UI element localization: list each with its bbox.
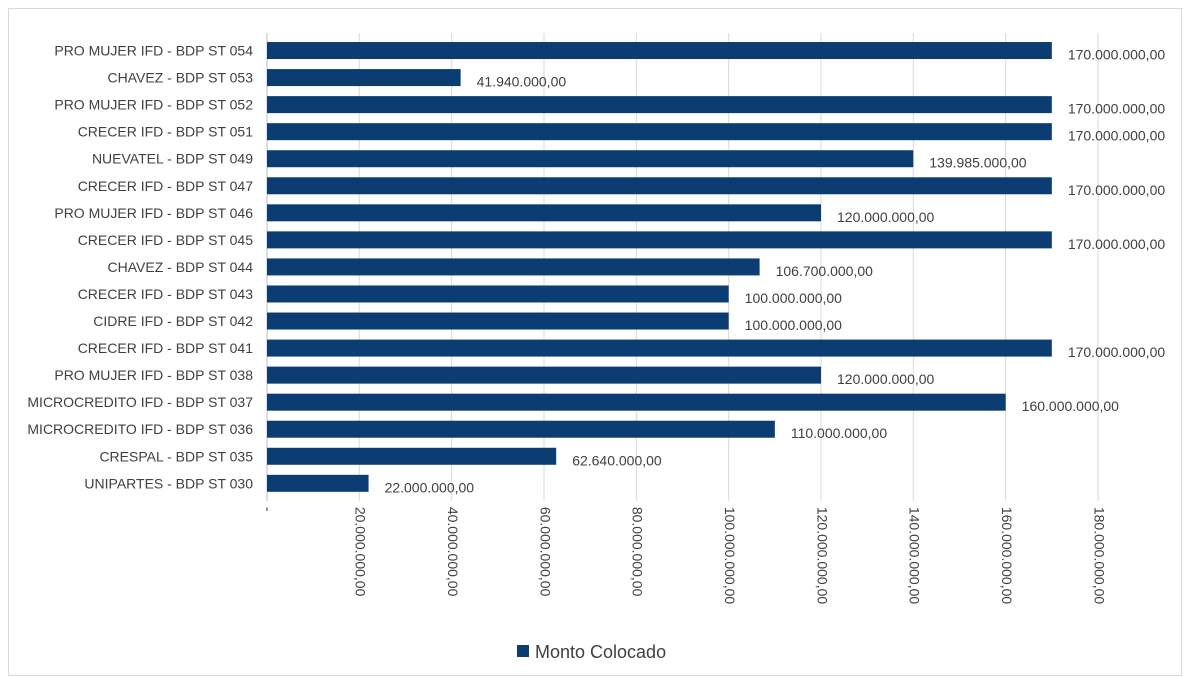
bar bbox=[267, 285, 729, 303]
data-label: 139.985.000,00 bbox=[929, 155, 1027, 171]
data-label: 120.000.000,00 bbox=[837, 209, 935, 225]
category-label: CRECER IFD - BDP ST 041 bbox=[78, 340, 254, 356]
bar bbox=[267, 96, 1052, 114]
category-label: PRO MUJER IFD - BDP ST 052 bbox=[54, 97, 253, 113]
data-label: 106.700.000,00 bbox=[776, 263, 874, 279]
bar bbox=[267, 447, 557, 465]
category-label: CRECER IFD - BDP ST 043 bbox=[78, 286, 254, 302]
category-label: PRO MUJER IFD - BDP ST 038 bbox=[54, 367, 253, 383]
data-label: 160.000.000,00 bbox=[1022, 398, 1120, 414]
tick-label: 40.000.000,00 bbox=[445, 507, 461, 597]
bar bbox=[267, 474, 369, 492]
data-label: 110.000.000,00 bbox=[791, 425, 887, 441]
category-label: MICROCREDITO IFD - BDP ST 036 bbox=[27, 421, 253, 437]
tick-label: 20.000.000,00 bbox=[353, 507, 369, 597]
bar bbox=[267, 231, 1052, 249]
tick-label: 60.000.000,00 bbox=[537, 507, 553, 597]
category-label: MICROCREDITO IFD - BDP ST 037 bbox=[27, 394, 253, 410]
tick-label: 80.000.000,00 bbox=[630, 507, 646, 597]
bar bbox=[267, 204, 821, 222]
data-label: 100.000.000,00 bbox=[745, 290, 843, 306]
bar bbox=[267, 312, 729, 330]
legend-swatch bbox=[517, 645, 529, 657]
tick-label: 160.000.000,00 bbox=[999, 507, 1015, 605]
bar bbox=[267, 420, 775, 438]
tick-label: 100.000.000,00 bbox=[722, 507, 738, 605]
data-label: 120.000.000,00 bbox=[837, 371, 935, 387]
data-label: 170.000.000,00 bbox=[1068, 47, 1166, 63]
bar bbox=[267, 393, 1006, 411]
category-label: PRO MUJER IFD - BDP ST 054 bbox=[54, 43, 253, 59]
tick-label: - bbox=[260, 507, 276, 512]
category-label: UNIPARTES - BDP ST 030 bbox=[84, 475, 253, 491]
bar bbox=[267, 42, 1052, 60]
bar bbox=[267, 123, 1052, 141]
data-label: 41.940.000,00 bbox=[477, 74, 567, 90]
tick-label: 140.000.000,00 bbox=[907, 507, 923, 605]
bar bbox=[267, 177, 1052, 195]
tick-label: 180.000.000,00 bbox=[1091, 507, 1107, 605]
data-label: 62.640.000,00 bbox=[572, 452, 662, 468]
bar bbox=[267, 339, 1052, 357]
category-label: CRECER IFD - BDP ST 045 bbox=[78, 232, 254, 248]
bar bbox=[267, 69, 461, 87]
bar-chart: PRO MUJER IFD - BDP ST 054 170.000.000,00… bbox=[27, 33, 1166, 662]
category-label: CIDRE IFD - BDP ST 042 bbox=[93, 313, 253, 329]
category-label: PRO MUJER IFD - BDP ST 046 bbox=[54, 205, 253, 221]
bar bbox=[267, 150, 914, 168]
category-label: NUEVATEL - BDP ST 049 bbox=[92, 151, 253, 167]
chart-area: PRO MUJER IFD - BDP ST 054 170.000.000,00… bbox=[8, 8, 1182, 676]
bar bbox=[267, 258, 760, 276]
data-label: 170.000.000,00 bbox=[1068, 101, 1166, 117]
category-label: CRECER IFD - BDP ST 047 bbox=[78, 178, 254, 194]
category-label: CHAVEZ - BDP ST 053 bbox=[108, 70, 254, 86]
bar bbox=[267, 366, 821, 384]
data-label: 170.000.000,00 bbox=[1068, 128, 1166, 144]
data-label: 22.000.000,00 bbox=[385, 479, 475, 495]
data-label: 170.000.000,00 bbox=[1068, 236, 1166, 252]
category-label: CHAVEZ - BDP ST 044 bbox=[108, 259, 254, 275]
data-label: 100.000.000,00 bbox=[745, 317, 843, 333]
category-label: CRESPAL - BDP ST 035 bbox=[99, 448, 253, 464]
category-label: CRECER IFD - BDP ST 051 bbox=[78, 124, 254, 140]
data-label: 170.000.000,00 bbox=[1068, 344, 1166, 360]
legend-label: Monto Colocado bbox=[535, 642, 666, 662]
data-label: 170.000.000,00 bbox=[1068, 182, 1166, 198]
tick-label: 120.000.000,00 bbox=[814, 507, 830, 605]
